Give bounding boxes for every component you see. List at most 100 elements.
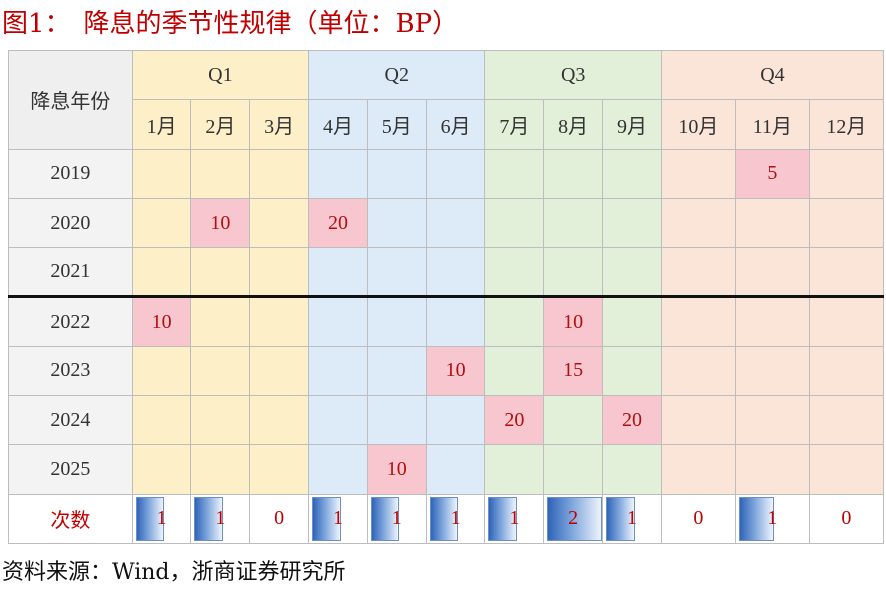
count-cell: 1: [308, 493, 368, 545]
count-databar: [135, 496, 165, 541]
rate-cut-cell: 20: [308, 197, 368, 249]
count-value: 1: [450, 507, 461, 530]
count-cell: 1: [131, 493, 192, 545]
count-databar: [547, 496, 602, 541]
empty-cell: [602, 345, 662, 397]
year-row: 2024 20 20: [8, 395, 885, 446]
empty-cell: [131, 247, 192, 298]
rate-cut-cell: 20: [484, 395, 545, 446]
quarter-header-q1: Q1: [131, 49, 310, 101]
year-label: 2024: [8, 395, 133, 446]
empty-cell: [425, 444, 486, 495]
empty-cell: [131, 148, 192, 199]
empty-cell: [602, 247, 662, 298]
month-header: 8月: [543, 99, 604, 150]
month-header: 9月: [602, 99, 662, 150]
month-header-row: 1月 2月 3月 4月 5月 6月 7月 8月 9月 10月 11月 12月: [9, 99, 885, 150]
count-value: 0: [693, 507, 704, 530]
count-cell: 1: [425, 493, 486, 545]
empty-cell: [734, 295, 810, 347]
empty-cell: [734, 444, 810, 495]
count-cell: 1: [602, 493, 662, 545]
empty-cell: [660, 444, 736, 495]
count-databar: [606, 496, 635, 541]
empty-cell: [660, 395, 736, 446]
empty-cell: [484, 295, 545, 347]
empty-cell: [308, 295, 368, 347]
year-row: 2025 10: [8, 444, 885, 495]
count-cell: 0: [808, 493, 885, 545]
count-cell: 1: [190, 493, 251, 545]
empty-cell: [249, 395, 310, 446]
empty-cell: [808, 197, 885, 249]
year-row: 2023 10 15: [8, 345, 885, 397]
year-label: 2020: [8, 197, 133, 249]
count-value: 0: [841, 507, 852, 530]
empty-cell: [366, 395, 427, 446]
empty-cell: [543, 444, 604, 495]
empty-cell: [808, 295, 885, 347]
empty-cell: [425, 197, 486, 249]
rate-cut-cell: 10: [131, 295, 192, 347]
empty-cell: [660, 345, 736, 397]
empty-cell: [190, 395, 251, 446]
empty-cell: [602, 295, 662, 347]
empty-cell: [484, 444, 545, 495]
empty-cell: [131, 197, 192, 249]
empty-cell: [249, 345, 310, 397]
empty-cell: [366, 295, 427, 347]
rate-cut-seasonality-table: 降息年份 Q1 Q2 Q3 Q4 1月 2月 3月 4月 5月 6月 7月 8月 9月 10月 11…: [8, 49, 885, 545]
empty-cell: [425, 247, 486, 298]
empty-cell: [190, 295, 251, 347]
empty-cell: [190, 247, 251, 298]
count-cell: 1: [484, 493, 545, 545]
count-row: 次数 1 1 0 1 1 1 1 2 1 0 1 0: [8, 493, 885, 545]
count-databar: [488, 496, 518, 541]
month-header: 4月: [308, 99, 368, 150]
year-label: 2022: [8, 295, 133, 347]
empty-cell: [660, 148, 736, 199]
empty-cell: [660, 295, 736, 347]
month-header: 5月: [366, 99, 427, 150]
count-value: 1: [156, 507, 167, 530]
count-value: 1: [626, 507, 637, 530]
month-header: 11月: [734, 99, 810, 150]
quarter-header-q2: Q2: [308, 49, 486, 101]
count-label: 次数: [8, 493, 133, 545]
month-header: 1月: [131, 99, 192, 150]
quarter-header-q3: Q3: [484, 49, 662, 101]
month-header: 7月: [484, 99, 545, 150]
empty-cell: [484, 247, 545, 298]
empty-cell: [425, 148, 486, 199]
count-value: 0: [274, 507, 285, 530]
count-databar: [312, 496, 341, 541]
empty-cell: [660, 197, 736, 249]
count-value: 1: [215, 507, 226, 530]
count-value: 1: [509, 507, 520, 530]
month-header: 6月: [425, 99, 486, 150]
empty-cell: [308, 247, 368, 298]
year-label: 2025: [8, 444, 133, 495]
count-databar: [738, 496, 775, 541]
empty-cell: [366, 345, 427, 397]
empty-cell: [190, 148, 251, 199]
rate-cut-cell: 20: [602, 395, 662, 446]
corner-header: 降息年份: [8, 50, 133, 150]
empty-cell: [249, 295, 310, 347]
source-note: 资料来源：Wind，浙商证券研究所: [2, 560, 346, 585]
empty-cell: [308, 148, 368, 199]
count-value: 1: [391, 507, 402, 530]
count-cell: 0: [249, 493, 310, 545]
empty-cell: [543, 148, 604, 199]
empty-cell: [808, 247, 885, 298]
year-label: 2021: [8, 247, 133, 298]
rate-cut-cell: 10: [425, 345, 486, 397]
count-cell: 1: [366, 493, 427, 545]
month-header: 12月: [808, 99, 885, 150]
empty-cell: [734, 395, 810, 446]
rate-cut-cell: 15: [543, 345, 604, 397]
empty-cell: [484, 345, 545, 397]
rate-cut-cell: 10: [543, 295, 604, 347]
count-databar: [370, 496, 400, 541]
count-databar: [429, 496, 459, 541]
